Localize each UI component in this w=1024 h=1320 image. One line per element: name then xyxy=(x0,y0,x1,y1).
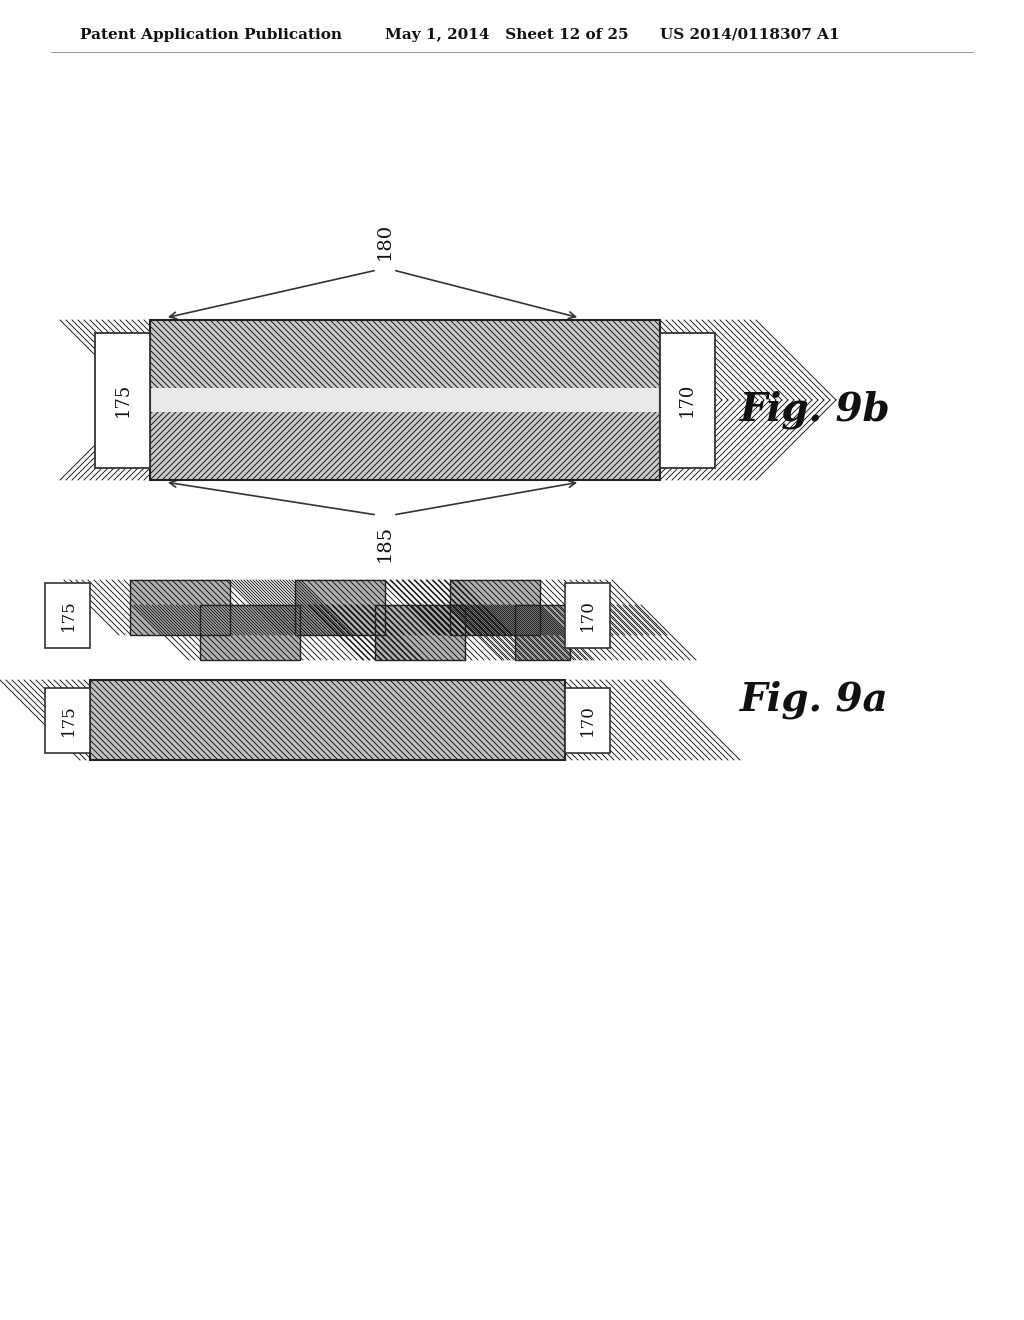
Bar xyxy=(150,388,660,412)
Text: Patent Application Publication: Patent Application Publication xyxy=(80,28,342,42)
Bar xyxy=(295,579,385,635)
Text: 170: 170 xyxy=(579,599,596,631)
Bar xyxy=(565,583,610,648)
Bar xyxy=(450,579,540,635)
Text: US 2014/0118307 A1: US 2014/0118307 A1 xyxy=(660,28,840,42)
Bar xyxy=(150,319,660,400)
Bar xyxy=(45,583,90,648)
Bar xyxy=(130,579,230,635)
Text: 175: 175 xyxy=(59,704,77,735)
Bar xyxy=(200,605,300,660)
Text: May 1, 2014   Sheet 12 of 25: May 1, 2014 Sheet 12 of 25 xyxy=(385,28,629,42)
Bar xyxy=(450,579,540,635)
Bar xyxy=(95,333,150,469)
Bar xyxy=(90,680,565,760)
Bar xyxy=(660,333,715,469)
Bar xyxy=(565,688,610,752)
Bar xyxy=(375,605,465,660)
Bar xyxy=(515,605,570,660)
Bar xyxy=(295,579,385,635)
Bar xyxy=(45,688,90,752)
Text: 175: 175 xyxy=(59,599,77,631)
Bar xyxy=(130,579,230,635)
Text: 175: 175 xyxy=(114,383,132,417)
Text: Fig. 9a: Fig. 9a xyxy=(740,681,889,719)
Bar xyxy=(200,605,300,660)
Text: 185: 185 xyxy=(376,525,394,562)
Text: Fig. 9b: Fig. 9b xyxy=(740,391,891,429)
Text: 170: 170 xyxy=(579,704,596,737)
Bar xyxy=(150,319,660,480)
Bar xyxy=(515,605,570,660)
Bar xyxy=(90,680,565,760)
Text: 180: 180 xyxy=(376,223,394,260)
Bar xyxy=(150,400,660,480)
Bar xyxy=(375,605,465,660)
Text: 170: 170 xyxy=(678,383,696,417)
